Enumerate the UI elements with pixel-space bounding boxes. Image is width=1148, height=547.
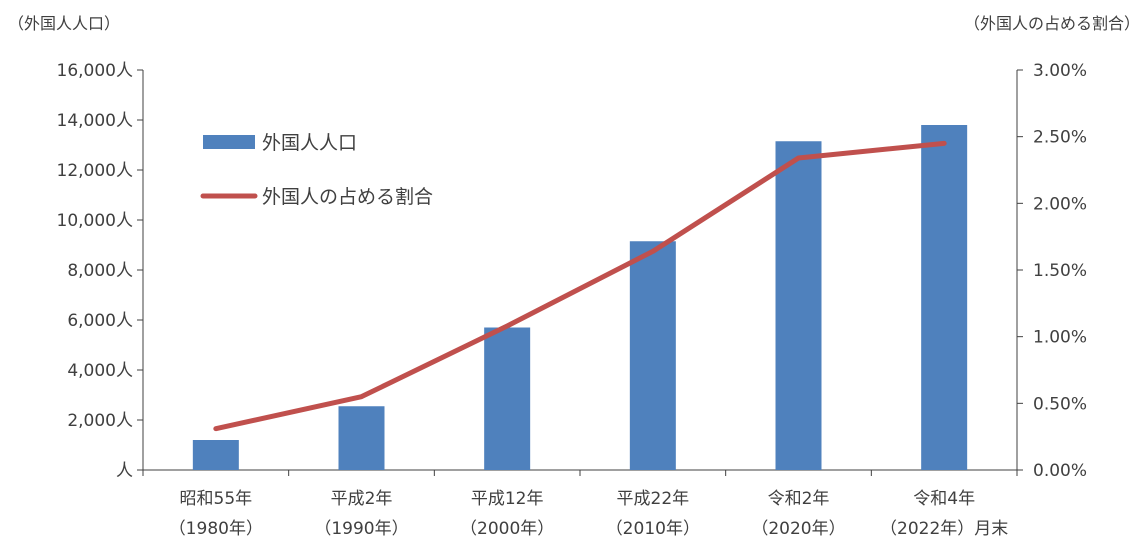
bar-foreign-population bbox=[192, 440, 239, 470]
x-axis-category-sublabel: （2000年） bbox=[460, 519, 554, 539]
line-foreign-ratio bbox=[213, 140, 947, 432]
right-axis-tick-label: 3.00% bbox=[1033, 61, 1087, 81]
right-axis-tick-label: 2.00% bbox=[1033, 194, 1087, 214]
left-axis-tick-label: 10,000人 bbox=[57, 211, 133, 231]
legend-line-label: 外国人の占める割合 bbox=[262, 186, 433, 208]
right-axis-tick-label: 1.00% bbox=[1033, 328, 1087, 348]
bar-foreign-population bbox=[629, 241, 676, 470]
bar-foreign-population bbox=[775, 141, 822, 470]
left-axis-tick-label: 14,000人 bbox=[57, 111, 133, 131]
right-axis-tick-label: 1.50% bbox=[1033, 261, 1087, 281]
left-axis-unit-label: （外国人人口） bbox=[8, 14, 121, 33]
x-axis-category-label: 平成22年 bbox=[617, 489, 690, 509]
left-axis-tick-label: 8,000人 bbox=[67, 261, 133, 281]
x-axis-category-sublabel: （2020年） bbox=[751, 519, 845, 539]
right-axis-tick-label: 0.00% bbox=[1033, 461, 1087, 481]
x-axis-category-sublabel: （1980年） bbox=[169, 519, 263, 539]
x-axis-category-sublabel: （2010年） bbox=[606, 519, 700, 539]
x-axis-category-label: 昭和55年 bbox=[180, 489, 253, 509]
x-axis-category-sublabel: （2022年）月末 bbox=[880, 519, 1008, 539]
x-axis-category-sublabel: （1990年） bbox=[314, 519, 408, 539]
right-axis-tick-label: 0.50% bbox=[1033, 394, 1087, 414]
bar-foreign-population bbox=[484, 327, 531, 470]
legend-bar-swatch bbox=[203, 135, 255, 149]
right-axis-tick-label: 2.50% bbox=[1033, 128, 1087, 148]
left-axis-tick-label: 4,000人 bbox=[67, 361, 133, 381]
legend-bar-label: 外国人人口 bbox=[262, 132, 357, 154]
bar-foreign-population bbox=[921, 125, 968, 470]
x-axis-category-label: 平成12年 bbox=[471, 489, 544, 509]
x-axis-category-label: 平成2年 bbox=[331, 489, 393, 509]
right-axis-unit-label: （外国人の占める割合） bbox=[963, 14, 1140, 33]
left-axis-tick-label: 6,000人 bbox=[67, 311, 133, 331]
left-axis-tick-label: 2,000人 bbox=[67, 411, 133, 431]
x-axis-category-label: 令和2年 bbox=[768, 489, 830, 509]
left-axis-tick-label: 12,000人 bbox=[57, 161, 133, 181]
left-axis-tick-label: 16,000人 bbox=[57, 61, 133, 81]
bar-foreign-population bbox=[338, 406, 385, 470]
x-axis-category-label: 令和4年 bbox=[913, 489, 975, 509]
left-axis-tick-label: 人 bbox=[116, 461, 133, 481]
